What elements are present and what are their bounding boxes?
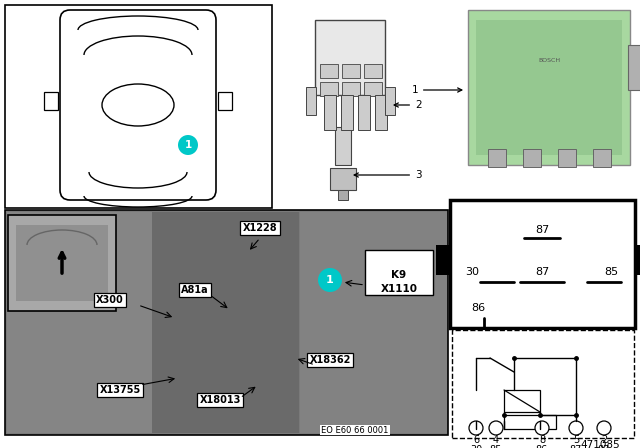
Bar [320, 64, 338, 78]
Text: 471085: 471085 [580, 440, 620, 448]
Bar [330, 168, 356, 190]
Bar [5, 210, 448, 435]
Text: 1: 1 [326, 275, 334, 285]
Text: 85: 85 [604, 267, 618, 277]
Bar [342, 64, 360, 78]
Text: 87: 87 [535, 225, 549, 235]
Bar [338, 190, 348, 200]
Bar [628, 45, 640, 90]
Bar [315, 20, 385, 95]
Bar [5, 5, 272, 208]
Circle shape [469, 421, 483, 435]
Text: X18362: X18362 [309, 355, 351, 365]
Bar [364, 82, 382, 96]
Bar [488, 149, 506, 167]
Bar [306, 87, 316, 115]
Bar [300, 212, 447, 433]
Text: 87: 87 [570, 445, 582, 448]
Bar [320, 82, 338, 96]
Text: 86: 86 [471, 303, 485, 313]
Text: 2: 2 [601, 435, 607, 445]
Bar [436, 245, 450, 275]
Text: 85: 85 [490, 445, 502, 448]
Circle shape [535, 421, 549, 435]
Bar [358, 95, 370, 130]
Circle shape [178, 135, 198, 155]
Bar [375, 95, 387, 130]
Text: 3: 3 [354, 170, 422, 180]
Bar [558, 149, 576, 167]
Text: EO E60 66 0001: EO E60 66 0001 [321, 426, 388, 435]
Bar [452, 330, 634, 438]
Bar [44, 92, 58, 110]
Text: 86: 86 [536, 445, 548, 448]
Bar [335, 127, 351, 165]
Text: 8: 8 [539, 435, 545, 445]
Bar [365, 250, 433, 295]
Bar [593, 149, 611, 167]
Bar [152, 212, 299, 433]
Text: 1: 1 [184, 140, 191, 150]
Text: X18013: X18013 [199, 395, 241, 405]
Bar [364, 64, 382, 78]
Bar [523, 149, 541, 167]
Bar [468, 10, 630, 165]
Text: 6: 6 [473, 435, 479, 445]
Bar [504, 415, 556, 429]
Circle shape [597, 421, 611, 435]
Text: 30: 30 [465, 267, 479, 277]
Bar [341, 95, 353, 130]
Text: K9: K9 [392, 270, 406, 280]
Bar [635, 245, 640, 275]
Text: BOSCH: BOSCH [538, 57, 560, 63]
Text: 4: 4 [493, 435, 499, 445]
Text: 1: 1 [412, 85, 462, 95]
Ellipse shape [102, 84, 174, 126]
Circle shape [318, 268, 342, 292]
Circle shape [569, 421, 583, 435]
Text: X13755: X13755 [99, 385, 141, 395]
Circle shape [489, 421, 503, 435]
Text: A81a: A81a [181, 285, 209, 295]
Bar [324, 95, 336, 130]
Bar [218, 92, 232, 110]
Bar [450, 200, 635, 328]
Bar [476, 20, 622, 155]
Text: 87: 87 [535, 267, 549, 277]
Bar [342, 82, 360, 96]
FancyBboxPatch shape [60, 10, 216, 200]
Text: X1110: X1110 [381, 284, 417, 294]
Text: 2: 2 [394, 100, 422, 110]
Bar [16, 225, 108, 301]
Text: X1228: X1228 [243, 223, 277, 233]
Text: 30: 30 [470, 445, 482, 448]
Text: 5: 5 [573, 435, 579, 445]
Text: X300: X300 [96, 295, 124, 305]
Bar [8, 215, 116, 311]
Text: 87: 87 [598, 445, 610, 448]
Bar [504, 390, 540, 412]
Bar [7, 212, 154, 433]
Bar [385, 87, 395, 115]
